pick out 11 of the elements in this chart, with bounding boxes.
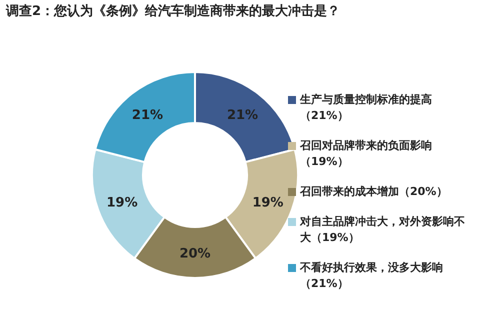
data-label: 19% <box>106 195 138 210</box>
data-label: 21% <box>226 108 258 123</box>
data-label: 21% <box>132 108 164 123</box>
legend-label: 召回带来的成本增加（20%） <box>300 184 448 200</box>
legend-label: 对自主品牌冲击大，对外资影响不大（19%） <box>300 214 466 246</box>
chart-title: 调查2：您认为《条例》给汽车制造商带来的最大冲击是？ <box>6 2 340 20</box>
data-label: 20% <box>179 246 211 262</box>
data-label: 19% <box>252 195 284 210</box>
legend-label: 生产与质量控制标准的提高（21%） <box>300 92 433 124</box>
legend-label: 召回对品牌带来的负面影响（19%） <box>300 138 433 170</box>
legend-label: 不看好执行效果，没多大影响（21%） <box>300 260 444 292</box>
